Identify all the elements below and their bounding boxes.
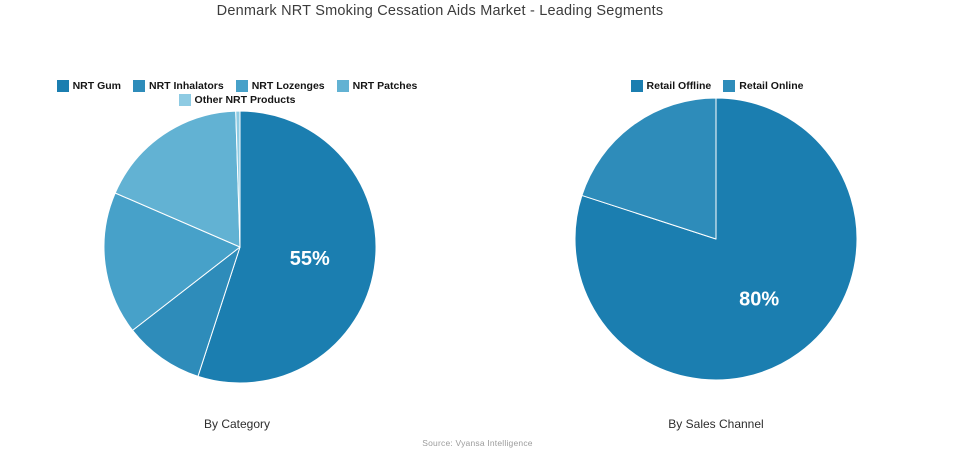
pie-slice-other-nrt-products[interactable] [235,110,241,248]
legend-label: Retail Online [739,80,804,92]
legend-label: NRT Inhalators [149,80,224,92]
legend-item-nrt-gum[interactable]: NRT Gum [56,80,122,92]
pie-slice-nrt-lozenges[interactable] [103,192,241,331]
legend-item-retail-online[interactable]: Retail Online [723,80,803,92]
legend-swatch [723,80,736,92]
pie-chart-by-sales-channel: 80% [574,97,858,381]
pie-slice-nrt-patches[interactable] [114,110,241,248]
pie-slice-nrt-gum[interactable] [197,110,377,384]
legend-item-nrt-patches[interactable]: NRT Patches [336,80,418,92]
legend-label: NRT Lozenges [251,80,325,92]
legend-by-category-row1: NRT Gum NRT Inhalators NRT Lozenges NRT Pat… [47,79,427,93]
chart-title: Denmark NRT Smoking Cessation Aids Marke… [216,3,664,19]
pie-chart-by-category: 55% [103,110,377,384]
subplot-label-by-sales-channel: By Sales Channel [668,417,764,431]
legend-item-nrt-lozenges[interactable]: NRT Lozenges [235,80,325,92]
pie-slice-retail-online[interactable] [581,97,717,240]
subplot-label-by-category: By Category [203,417,271,431]
legend-swatch [630,80,643,92]
source-attribution: Source: Vyansa Intelligence [422,438,533,448]
legend-item-other-nrt-products[interactable]: Other NRT Products [178,94,296,106]
pie-value-label: 80% [739,288,779,310]
legend-swatch [336,80,349,92]
pie-value-label: 55% [290,248,330,270]
pie-slice-nrt-inhalators[interactable] [132,246,241,377]
legend-by-sales-channel: Retail Offline Retail Online [527,79,907,93]
legend-swatch [178,94,191,106]
legend-label: Other NRT Products [194,94,296,106]
legend-label: NRT Patches [352,80,418,92]
legend-item-nrt-inhalators[interactable]: NRT Inhalators [133,80,224,92]
legend-swatch [235,80,248,92]
legend-label: NRT Gum [72,80,122,92]
legend-swatch [133,80,146,92]
legend-item-retail-offline[interactable]: Retail Offline [630,80,712,92]
legend-by-category-row2: Other NRT Products [47,93,427,107]
legend-swatch [56,80,69,92]
legend-label: Retail Offline [646,80,712,92]
